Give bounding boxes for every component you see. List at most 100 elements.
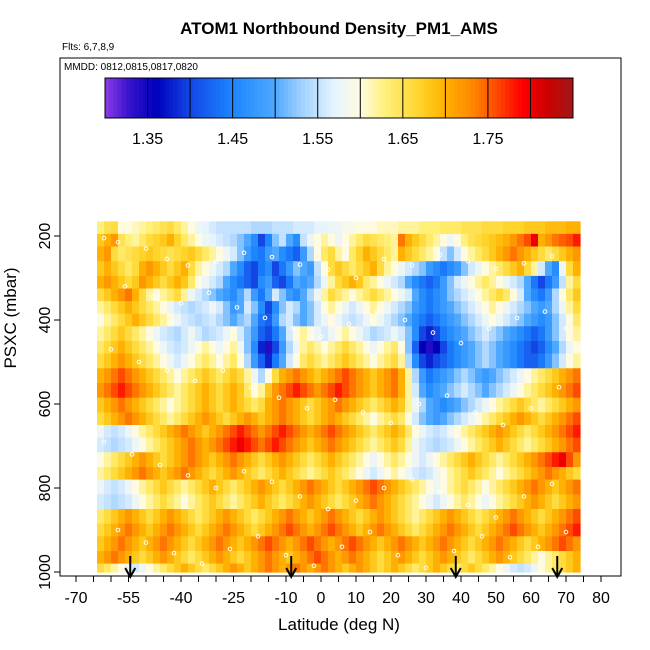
heatmap-cell [503, 425, 511, 439]
heatmap-cell [398, 233, 406, 248]
heatmap-cell [433, 313, 441, 327]
sample-point [122, 284, 128, 289]
heatmap-cell [433, 509, 441, 525]
heatmap-cell [349, 494, 357, 510]
heatmap-cell [391, 425, 399, 439]
heatmap-cell [370, 246, 378, 262]
heatmap-cell [398, 437, 406, 453]
heatmap-cell [251, 563, 259, 573]
heatmap-cell [440, 313, 448, 327]
heatmap-cell [468, 437, 476, 453]
colorbar-segment [424, 78, 429, 118]
heatmap-cell [314, 437, 322, 453]
heatmap-cell [412, 523, 420, 537]
heatmap-cell [433, 275, 441, 290]
heatmap-cell [132, 494, 140, 510]
heatmap-cell [293, 494, 301, 510]
heatmap-cell [174, 233, 182, 248]
heatmap-cell [398, 523, 406, 537]
heatmap-cell [517, 479, 525, 495]
heatmap-cell [132, 509, 140, 525]
heatmap-cell [517, 341, 525, 355]
heatmap-cell [503, 452, 511, 468]
colorbar-segment [317, 78, 323, 118]
heatmap-cell [573, 246, 581, 262]
heatmap-cell [265, 301, 273, 315]
heatmap-cell [209, 494, 217, 510]
heatmap-cell [146, 246, 154, 262]
heatmap-cell [426, 479, 434, 495]
heatmap-cell [531, 509, 539, 525]
heatmap-cell [566, 233, 574, 248]
colorbar-segment [449, 78, 455, 118]
heatmap-cell [272, 288, 280, 302]
heatmap-cell [461, 341, 469, 355]
heatmap-cell [538, 313, 546, 327]
heatmap-cell [384, 536, 392, 552]
heatmap-cell [328, 341, 336, 355]
heatmap-cell [524, 261, 532, 277]
heatmap-cell [559, 536, 567, 552]
heatmap-cell [489, 246, 497, 262]
heatmap-cell [279, 368, 287, 384]
heatmap-cell [321, 288, 329, 302]
heatmap-cell [461, 437, 469, 453]
colorbar-segment [428, 78, 434, 118]
heatmap-cell [398, 397, 406, 413]
heatmap-cell [188, 383, 196, 399]
heatmap-cell [314, 412, 322, 426]
heatmap-cell [370, 301, 378, 315]
heatmap-cell [426, 563, 434, 573]
heatmap-cell [174, 397, 182, 413]
heatmap-cell [188, 479, 196, 495]
heatmap-cell [377, 301, 385, 315]
heatmap-cell [419, 326, 427, 342]
heatmap-cell [188, 494, 196, 510]
heatmap-cell [405, 326, 413, 342]
heatmap-cell [363, 353, 371, 369]
heatmap-cell [566, 452, 574, 468]
heatmap-cell [363, 412, 371, 426]
heatmap-cell [384, 246, 392, 262]
heatmap-cell [377, 437, 385, 453]
heatmap-cell [272, 233, 280, 248]
colorbar-segment [139, 78, 144, 118]
heatmap-cell [531, 551, 539, 565]
heatmap-cell [517, 246, 525, 262]
colorbar-tick-label: 1.75 [472, 131, 503, 148]
heatmap-cell [209, 313, 217, 327]
heatmap-cell [174, 341, 182, 355]
heatmap-cell [405, 353, 413, 369]
heatmap-cell [237, 479, 245, 495]
heatmap-cell [314, 275, 322, 290]
heatmap-cell [510, 494, 518, 510]
heatmap-cell [489, 288, 497, 302]
heatmap-cell [573, 452, 581, 468]
heatmap-cell [209, 551, 217, 565]
heatmap-cell [559, 275, 567, 290]
heatmap-cell [552, 494, 560, 510]
heatmap-cell [363, 221, 371, 235]
heatmap-cell [391, 467, 399, 481]
heatmap-cell [146, 368, 154, 384]
heatmap-cell [125, 397, 133, 413]
heatmap-cell [398, 301, 406, 315]
heatmap-cell [517, 368, 525, 384]
heatmap-cell [482, 412, 490, 426]
heatmap-cell [202, 494, 210, 510]
colorbar-segment [177, 78, 183, 118]
heatmap-cell [447, 246, 455, 262]
heatmap-cell [307, 246, 315, 262]
heatmap-cell [335, 261, 343, 277]
heatmap-cell [384, 383, 392, 399]
heatmap-cell [300, 275, 308, 290]
heatmap-cell [174, 452, 182, 468]
heatmap-cell [391, 563, 399, 573]
heatmap-cell [307, 341, 315, 355]
heatmap-cell [279, 452, 287, 468]
heatmap-cell [216, 467, 224, 481]
heatmap-cell [447, 536, 455, 552]
heatmap-cell [237, 246, 245, 262]
heatmap-cell [279, 288, 287, 302]
heatmap-cell [328, 494, 336, 510]
